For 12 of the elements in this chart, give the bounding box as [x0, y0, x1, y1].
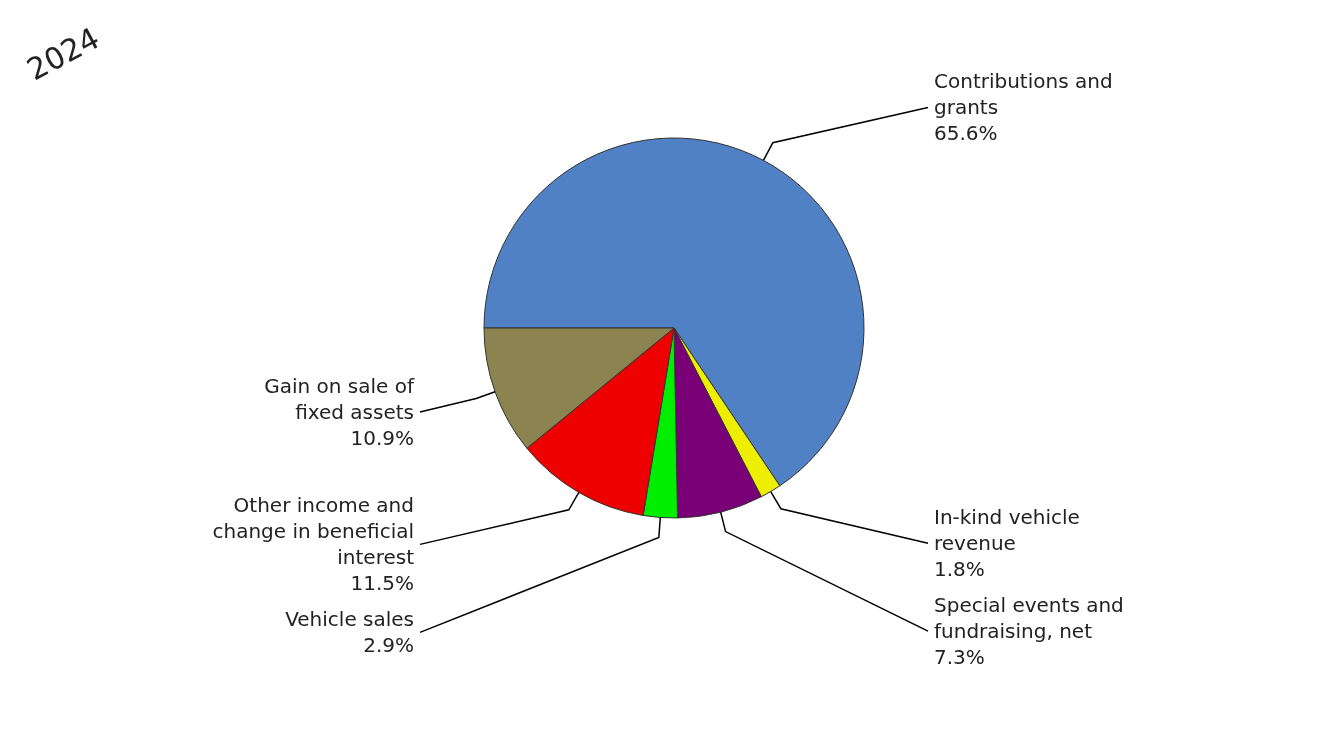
slice-label: Contributions and grants: [934, 69, 1113, 120]
data-label: 7.3%: [934, 645, 985, 670]
slice-label: Vehicle sales: [285, 607, 414, 632]
data-label: 2.9%: [363, 633, 414, 658]
slice-label: In-kind vehicle revenue: [934, 505, 1080, 556]
data-label: 65.6%: [934, 121, 998, 146]
data-label: 1.8%: [934, 557, 985, 582]
data-label: 11.5%: [350, 571, 414, 596]
slice-label: Special events and fundraising, net: [934, 593, 1124, 644]
data-label: 10.9%: [350, 425, 414, 450]
slice-label: Other income and change in beneficial interest: [212, 493, 415, 570]
slice-label: Gain on sale of fixed assets: [264, 373, 415, 424]
